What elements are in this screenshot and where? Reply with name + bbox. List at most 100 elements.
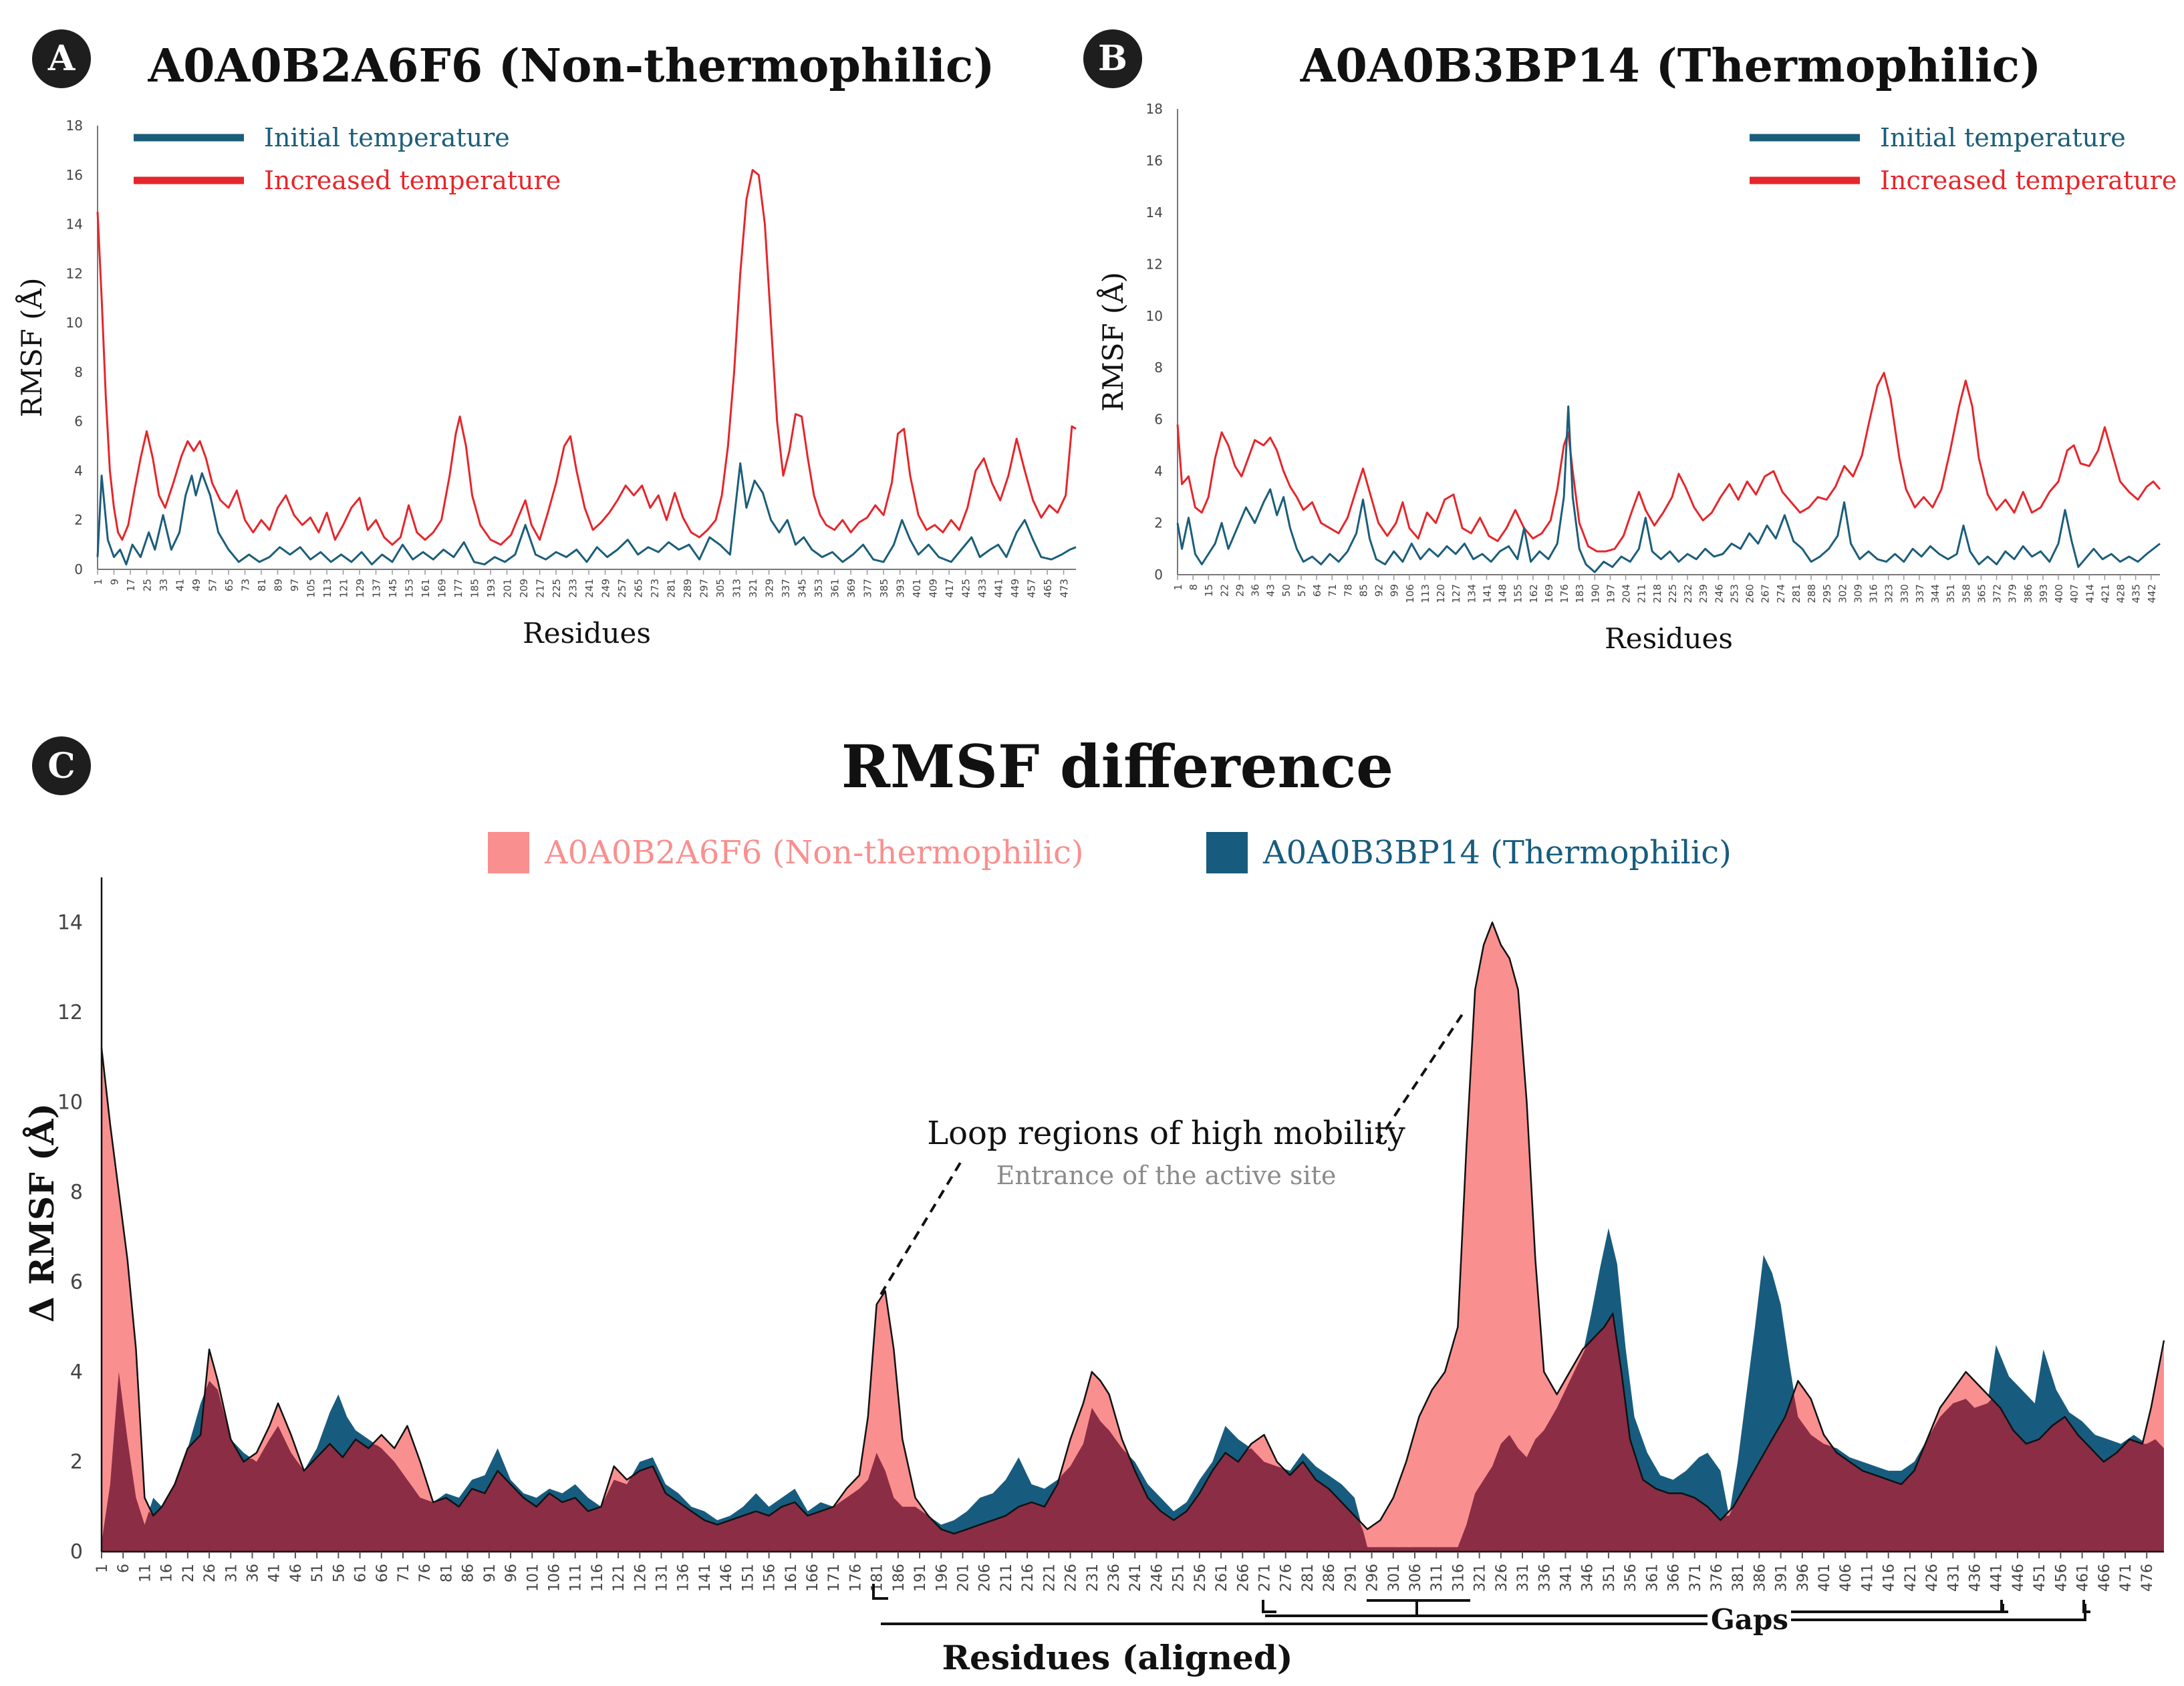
loop-pointer-left [879, 1158, 964, 1296]
active-site-annotation: Entrance of the active site [996, 1161, 1337, 1190]
x-tick-label: 291 [1343, 1564, 1359, 1592]
x-tick-label: 400 [2053, 584, 2065, 603]
x-tick-label: 106 [546, 1564, 563, 1592]
panel-c-badge [32, 736, 91, 795]
x-tick-label: 302 [1836, 584, 1849, 603]
panel-c-badge-label: C [47, 746, 75, 787]
x-tick-label: 344 [1929, 584, 1941, 603]
x-tick-label: 276 [1278, 1564, 1295, 1592]
outline-nonthermophilic [100, 922, 2165, 1535]
x-tick-label: 201 [502, 579, 514, 598]
x-tick-label: 267 [1760, 584, 1772, 603]
x-tick-label: 183 [1574, 584, 1586, 603]
x-tick-label: 201 [956, 1564, 972, 1592]
chart-a: 0 2 4 6 8 10 12 14 16 18 1 9 17 25 33 41 49 57 65 73 81 89 97 1… [15, 118, 1077, 650]
x-tick-label: 171 [826, 1564, 843, 1592]
x-tick-label: 330 [1899, 584, 1911, 603]
legend-label-0: A0A0B2A6F6 (Non-thermophilic) [544, 834, 1084, 871]
x-tick-label: 371 [1687, 1564, 1704, 1592]
y-tick-label: 10 [57, 1091, 83, 1114]
x-tick-label: 73 [240, 579, 252, 591]
area-overlap [102, 1313, 2164, 1552]
x-tick-label: 216 [1020, 1564, 1037, 1592]
x-tick-label: 288 [1806, 584, 1818, 603]
x-tick-label: 426 [1924, 1564, 1941, 1592]
y-tick-label: 6 [74, 414, 83, 430]
x-tick-label: 6 [116, 1564, 132, 1573]
x-tick-label: 156 [762, 1564, 779, 1592]
x-tick-label: 391 [1774, 1564, 1790, 1592]
x-tick-label: 366 [1666, 1564, 1683, 1592]
x-tick-label: 8 [1188, 584, 1200, 591]
x-tick-label: 233 [567, 579, 579, 598]
y-tick-label: 10 [1146, 308, 1163, 324]
x-tick-label: 316 [1868, 584, 1880, 603]
x-tick-label: 217 [535, 579, 547, 598]
y-tick-label: 18 [1146, 101, 1163, 117]
x-tick-label: 116 [589, 1564, 606, 1592]
x-tick-label: 113 [1419, 584, 1431, 603]
gaps-label: Gaps [1711, 1603, 1788, 1636]
x-tick-label: 36 [245, 1564, 261, 1582]
x-tick-label: 29 [1234, 584, 1246, 597]
series-line-increased [1176, 372, 2161, 553]
x-tick-label: 169 [436, 579, 448, 598]
x-tick-label: 286 [1321, 1564, 1338, 1592]
x-tick-label: 249 [600, 579, 612, 598]
x-tick-label: 273 [649, 579, 661, 598]
y-axis-title: RMSF (Å) [1096, 272, 1129, 412]
x-tick-label: 476 [2139, 1564, 2156, 1592]
x-tick-label: 365 [1975, 584, 1988, 603]
x-tick-label: 295 [1821, 584, 1833, 603]
y-tick-label: 16 [66, 167, 83, 183]
legend-label-1: A0A0B3BP14 (Thermophilic) [1262, 834, 1732, 871]
y-tick-label: 6 [1154, 412, 1163, 428]
x-tick-label: 421 [1903, 1564, 1919, 1592]
x-tick-label: 381 [1730, 1564, 1747, 1592]
x-tick-label: 421 [2099, 584, 2111, 603]
x-tick-label: 337 [1914, 584, 1926, 603]
x-tick-label: 442 [2146, 584, 2158, 603]
x-tick-label: 141 [697, 1564, 714, 1592]
x-tick-label: 281 [1300, 1564, 1317, 1592]
x-tick-label: 176 [1558, 584, 1571, 603]
x-tick-label: 321 [747, 579, 759, 598]
x-tick-label: 377 [862, 579, 874, 598]
series-line-increased [96, 168, 1077, 546]
x-tick-label: 141 [1481, 584, 1493, 603]
x-tick-label: 66 [374, 1564, 391, 1582]
x-tick-label: 271 [1256, 1564, 1273, 1592]
x-tick-label: 456 [2053, 1564, 2070, 1592]
x-tick-label: 86 [460, 1564, 477, 1582]
x-tick-label: 17 [125, 579, 137, 591]
x-tick-label: 96 [503, 1564, 520, 1582]
x-tick-label: 211 [998, 1564, 1015, 1592]
x-tick-label: 301 [1386, 1564, 1403, 1592]
x-tick-label: 446 [2010, 1564, 2027, 1592]
x-tick-label: 246 [1149, 1564, 1166, 1592]
x-tick-label: 41 [174, 579, 186, 591]
x-tick-label: 99 [1389, 584, 1401, 597]
y-tick-label: 16 [1146, 152, 1163, 168]
x-tick-label: 137 [371, 579, 383, 598]
x-tick-label: 57 [1296, 584, 1308, 597]
x-tick-label: 451 [2032, 1564, 2048, 1592]
panel-a-title: A0A0B2A6F6 (Non-thermophilic) [148, 39, 995, 93]
x-tick-label: 106 [1404, 584, 1416, 603]
x-tick-label: 431 [1945, 1564, 1962, 1592]
area-nonthermophilic [102, 922, 2164, 1552]
x-tick-label: 71 [396, 1564, 412, 1582]
legend-label-0: Initial temperature [264, 123, 510, 152]
x-tick-label: 345 [797, 579, 809, 598]
x-tick-label: 331 [1515, 1564, 1532, 1592]
x-tick-label: 176 [847, 1564, 864, 1592]
gaps-brackets [872, 1584, 2090, 1625]
x-tick-label: 321 [1472, 1564, 1489, 1592]
x-tick-label: 151 [740, 1564, 757, 1592]
y-tick-label: 12 [66, 265, 83, 281]
x-tick-label: 353 [813, 579, 825, 598]
x-tick-label: 22 [1218, 584, 1230, 597]
x-tick-label: 31 [223, 1564, 240, 1582]
x-tick-label: 241 [583, 579, 595, 598]
